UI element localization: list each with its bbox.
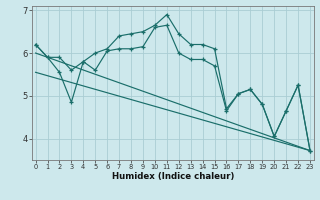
X-axis label: Humidex (Indice chaleur): Humidex (Indice chaleur) (112, 172, 234, 181)
